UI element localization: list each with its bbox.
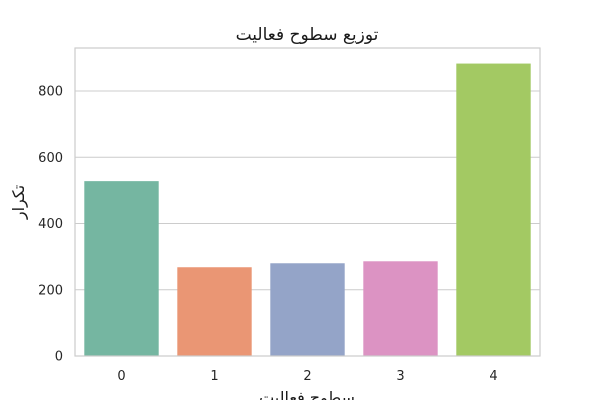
y-axis-label: تکرار — [9, 185, 29, 220]
y-tick-label: 200 — [38, 283, 63, 298]
x-tick-label: 3 — [396, 369, 404, 384]
y-tick-label: 800 — [38, 85, 63, 100]
x-tick-labels: 0 1 2 3 4 — [117, 369, 497, 384]
chart-title: توزیع سطوح فعالیت — [236, 25, 379, 45]
y-tick-label: 600 — [38, 151, 63, 166]
bar — [456, 63, 531, 357]
x-tick-label: 0 — [117, 369, 125, 384]
x-tick-label: 4 — [489, 369, 497, 384]
y-tick-labels: 0 200 400 600 800 — [38, 85, 63, 365]
bar — [177, 267, 252, 356]
x-axis-label: سطوح فعالیت — [259, 388, 355, 400]
bars — [84, 63, 531, 357]
bar — [84, 181, 159, 356]
bar — [363, 261, 438, 356]
x-tick-label: 1 — [210, 369, 218, 384]
plot-frame — [74, 47, 541, 357]
y-tick-label: 0 — [55, 350, 63, 365]
x-tick-label: 2 — [303, 369, 311, 384]
bar — [270, 263, 345, 356]
y-tick-label: 400 — [38, 217, 63, 232]
